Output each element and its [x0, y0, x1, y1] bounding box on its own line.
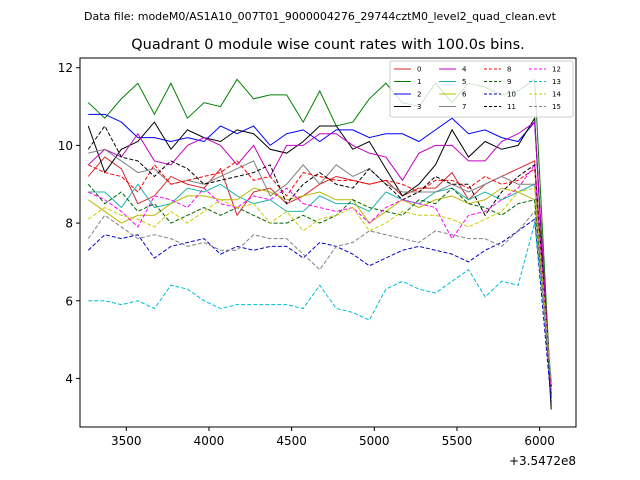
series-line-3 — [87, 116, 552, 410]
legend-label-4: 4 — [462, 66, 467, 74]
y-tick-label: 10 — [58, 139, 73, 153]
series-line-12 — [88, 163, 552, 391]
y-tick-label: 8 — [65, 217, 73, 231]
y-tick-label: 6 — [65, 294, 73, 308]
chart-title: Quadrant 0 module wise count rates with … — [131, 37, 525, 53]
legend-label-10: 10 — [507, 91, 516, 99]
x-tick-label: 4000 — [194, 434, 225, 448]
series-line-15 — [87, 210, 552, 383]
series-line-13 — [88, 222, 552, 379]
series-line-11 — [87, 125, 552, 387]
x-tick-label: 3500 — [111, 434, 142, 448]
plot-area-frame — [79, 57, 577, 428]
figure-suptitle: Data file: modeM0/AS1A10_007T01_90000042… — [84, 10, 557, 23]
legend-label-1: 1 — [417, 78, 421, 86]
legend-label-15: 15 — [552, 103, 561, 111]
x-axis: 3500 4000 4500 5000 5500 6000 — [111, 427, 555, 448]
series-line-5 — [88, 183, 552, 383]
legend-label-14: 14 — [552, 91, 561, 99]
series-line-8 — [88, 160, 552, 387]
series-layer — [87, 78, 552, 410]
legend-label-8: 8 — [507, 66, 511, 74]
x-tick-label: 6000 — [524, 434, 555, 448]
legend-label-13: 13 — [552, 78, 561, 86]
legend-label-12: 12 — [552, 66, 561, 74]
x-axis-offset-label: +3.5472e8 — [509, 454, 576, 468]
legend-frame — [389, 60, 574, 118]
x-tick-label: 4500 — [276, 434, 307, 448]
legend-label-2: 2 — [417, 91, 421, 99]
series-line-10 — [87, 218, 552, 402]
x-tick-label: 5500 — [442, 434, 473, 448]
series-line-7 — [88, 148, 552, 395]
y-tick-label: 12 — [58, 61, 73, 75]
series-line-4 — [87, 121, 552, 395]
legend-label-11: 11 — [507, 103, 516, 111]
legend-label-3: 3 — [417, 103, 421, 111]
legend-label-6: 6 — [462, 91, 467, 99]
legend-label-5: 5 — [462, 78, 466, 86]
series-line-14 — [87, 187, 552, 383]
series-line-9 — [87, 183, 552, 395]
x-tick-label: 5000 — [359, 434, 390, 448]
y-axis: 4 6 8 10 12 — [58, 61, 80, 386]
legend-label-7: 7 — [462, 103, 466, 111]
series-line-6 — [87, 187, 552, 387]
legend-label-9: 9 — [507, 78, 511, 86]
y-tick-label: 4 — [65, 372, 73, 386]
legend-label-0: 0 — [417, 66, 421, 74]
